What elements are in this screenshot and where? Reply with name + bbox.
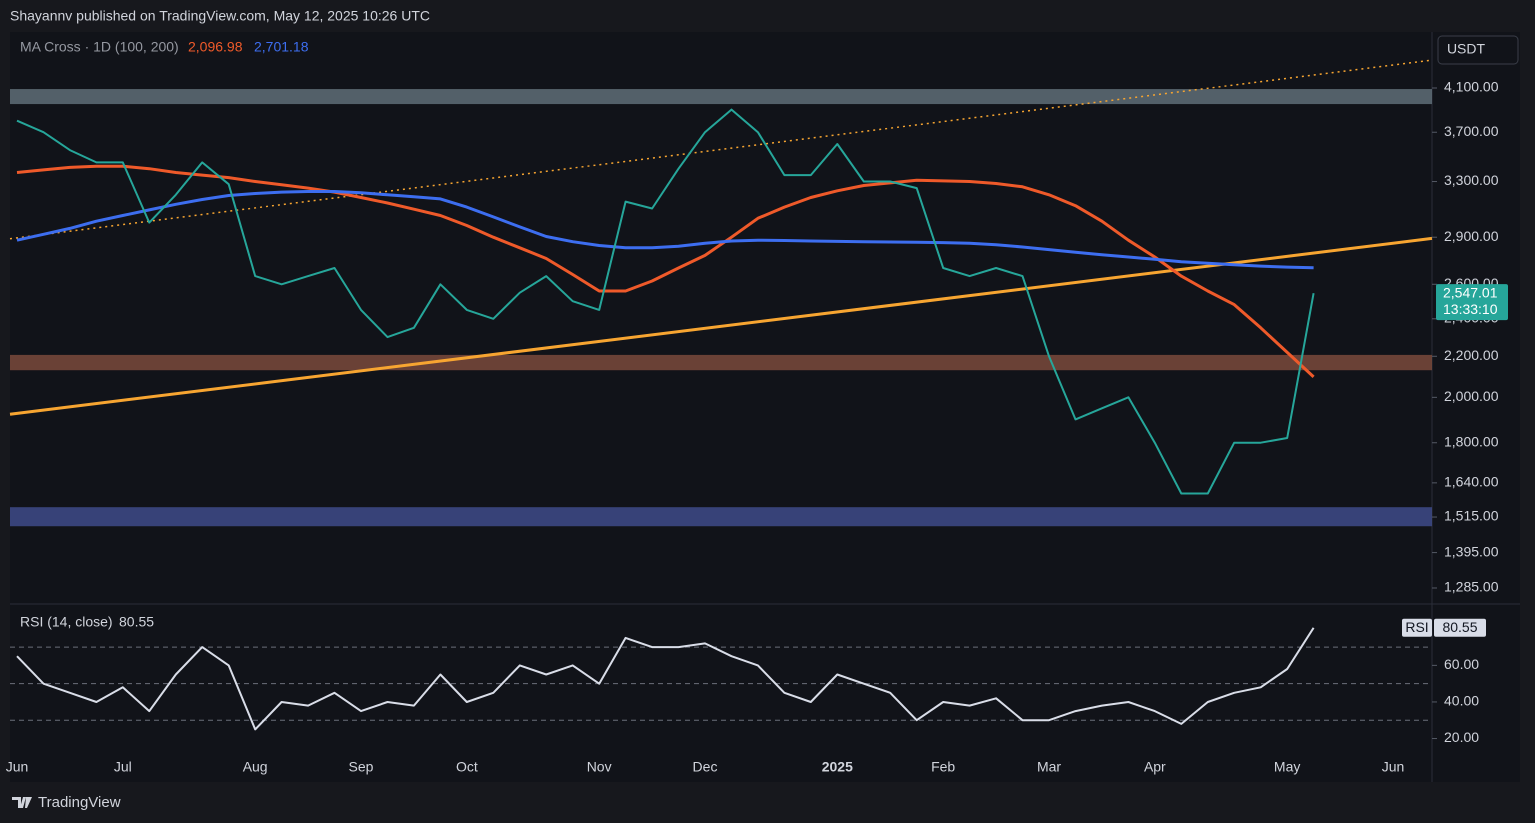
- trendline: [9, 59, 1433, 240]
- y-tick-label: 40.00: [1444, 693, 1479, 709]
- x-tick-label: Aug: [243, 759, 268, 775]
- x-tick-label: Oct: [456, 759, 478, 775]
- x-tick-label: May: [1274, 759, 1300, 775]
- x-tick-label: 2025: [822, 759, 853, 775]
- zone: [10, 507, 1432, 527]
- rsi-badge-name-box: [1402, 618, 1432, 637]
- x-tick-label: Mar: [1037, 759, 1061, 775]
- x-tick-label: Jul: [114, 759, 132, 775]
- y-tick-label: 3,300.00: [1444, 172, 1499, 188]
- chart-area: [10, 32, 1520, 782]
- series-line: [16, 108, 1315, 495]
- header: Shayannv published on TradingView.com, M…: [10, 8, 430, 24]
- y-tick-label: 20.00: [1444, 729, 1479, 745]
- rsi-value: 80.55: [119, 614, 154, 630]
- y-tick-label: 2,900.00: [1444, 228, 1499, 244]
- y-tick-label: 3,700.00: [1444, 123, 1499, 139]
- rsi-title: RSI (14, close): [20, 614, 113, 630]
- currency-box[interactable]: [1437, 35, 1519, 65]
- x-tick-label: Jun: [6, 759, 29, 775]
- indicator-label: MA Cross · 1D (100, 200): [20, 39, 179, 55]
- x-tick-label: Sep: [349, 759, 374, 775]
- ma100-value: 2,096.98: [188, 39, 243, 55]
- footer-text: TradingView: [38, 794, 121, 811]
- x-tick-label: Feb: [931, 759, 955, 775]
- zone: [10, 89, 1432, 105]
- x-tick-label: Apr: [1144, 759, 1166, 775]
- y-tick-label: 1,515.00: [1444, 508, 1499, 524]
- y-tick-label: 1,800.00: [1444, 433, 1499, 449]
- rsi-badge-value: 80.55: [1442, 619, 1477, 635]
- y-tick-label: 1,640.00: [1444, 474, 1499, 490]
- rsi-badge: [1434, 618, 1486, 637]
- y-tick-label: 2,000.00: [1444, 388, 1499, 404]
- ma200-value: 2,701.18: [254, 39, 309, 55]
- series-line: [16, 190, 1314, 270]
- y-tick-label: 2,200.00: [1444, 347, 1499, 363]
- trendline: [9, 236, 1433, 416]
- x-tick-label: Nov: [587, 759, 612, 775]
- footer-logo: TradingView: [12, 794, 121, 811]
- y-tick-label: 1,395.00: [1444, 543, 1499, 559]
- plot: [9, 59, 1433, 527]
- y-tick-label: 1,285.00: [1444, 579, 1499, 595]
- x-tick-label: Jun: [1382, 759, 1405, 775]
- y-tick-label: 4,100.00: [1444, 79, 1499, 95]
- y-tick-label: 60.00: [1444, 656, 1479, 672]
- logo-icon: [12, 797, 32, 808]
- zone: [10, 354, 1432, 371]
- x-tick-label: Dec: [693, 759, 718, 775]
- series-line: [16, 164, 1315, 378]
- rsi-badge-name: RSI: [1405, 619, 1428, 635]
- series-line: [16, 627, 1315, 731]
- last-price: 2,547.01: [1443, 284, 1498, 300]
- currency: USDT: [1447, 41, 1486, 57]
- countdown: 13:33:10: [1443, 301, 1498, 317]
- last-price-badge: [1436, 284, 1508, 321]
